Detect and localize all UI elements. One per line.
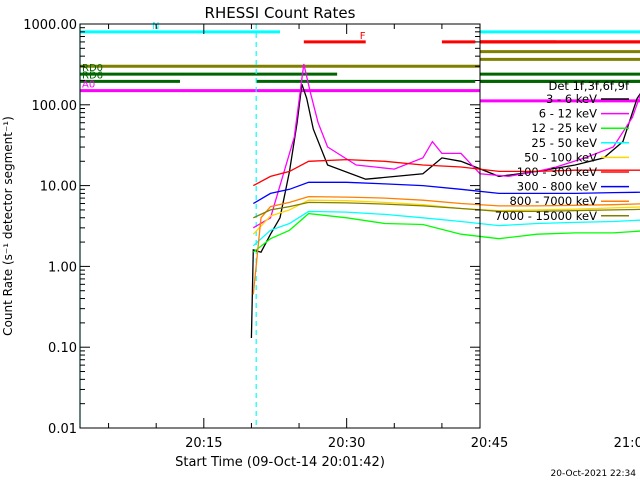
- y-axis-label: Count Rate (s⁻¹ detector segment⁻¹): [1, 116, 15, 336]
- chart-title: RHESSI Count Rates: [205, 4, 356, 22]
- x-tick-label: 20:15: [185, 436, 222, 451]
- y-tick-label: 100.00: [32, 99, 78, 114]
- legend-entry-label: 12 - 25 keV: [531, 121, 597, 135]
- series-line: [252, 210, 640, 247]
- series-line: [252, 199, 640, 235]
- series-line: [252, 195, 640, 295]
- flag-bars: NFFD1FD2RD0RD6A1A0: [80, 21, 640, 103]
- series-line: [250, 83, 640, 339]
- flag-label: RD6: [82, 70, 103, 81]
- x-tick-label: 20:45: [471, 436, 508, 451]
- series-line: [253, 201, 640, 219]
- y-tick-label: 0.01: [48, 422, 77, 437]
- y-tick-label: 1.00: [48, 260, 77, 275]
- legend-entry-label: 50 - 100 keV: [524, 150, 597, 164]
- legend-entry-label: 25 - 50 keV: [531, 136, 597, 150]
- x-axis-label: Start Time (09-Oct-14 20:01:42): [175, 455, 385, 470]
- flag-label: RD0: [82, 63, 103, 74]
- flag-label: A0: [82, 80, 95, 91]
- plot-series: [250, 63, 640, 339]
- legend-entry-label: 300 - 800 keV: [517, 180, 597, 194]
- series-line: [252, 63, 640, 229]
- y-axis: 0.01 0.10 1.00 10.00 100.00 1000.00: [23, 18, 480, 437]
- y-tick-label: 10.00: [40, 180, 77, 195]
- legend-entry-label: 7000 - 15000 keV: [495, 209, 597, 223]
- legend-entry-label: 3 - 6 keV: [546, 92, 597, 106]
- x-tick-label: 21:00: [614, 436, 640, 451]
- legend-entry-label: 100 - 300 keV: [517, 165, 597, 179]
- y-tick-label: 0.10: [48, 341, 77, 356]
- series-line: [252, 212, 640, 253]
- series-line: [252, 158, 640, 187]
- legend-title: Det 1f,3f,6f,9f: [548, 79, 629, 93]
- legend-entry-label: 6 - 12 keV: [539, 107, 597, 121]
- plot-frame: [79, 23, 481, 429]
- flag-label: F: [360, 31, 366, 42]
- timestamp: 20-Oct-2021 22:34: [551, 469, 637, 479]
- y-tick-label: 1000.00: [23, 18, 77, 33]
- x-tick-label: 20:30: [328, 436, 365, 451]
- series-line: [252, 181, 640, 205]
- legend-entry-label: 800 - 7000 keV: [509, 194, 597, 208]
